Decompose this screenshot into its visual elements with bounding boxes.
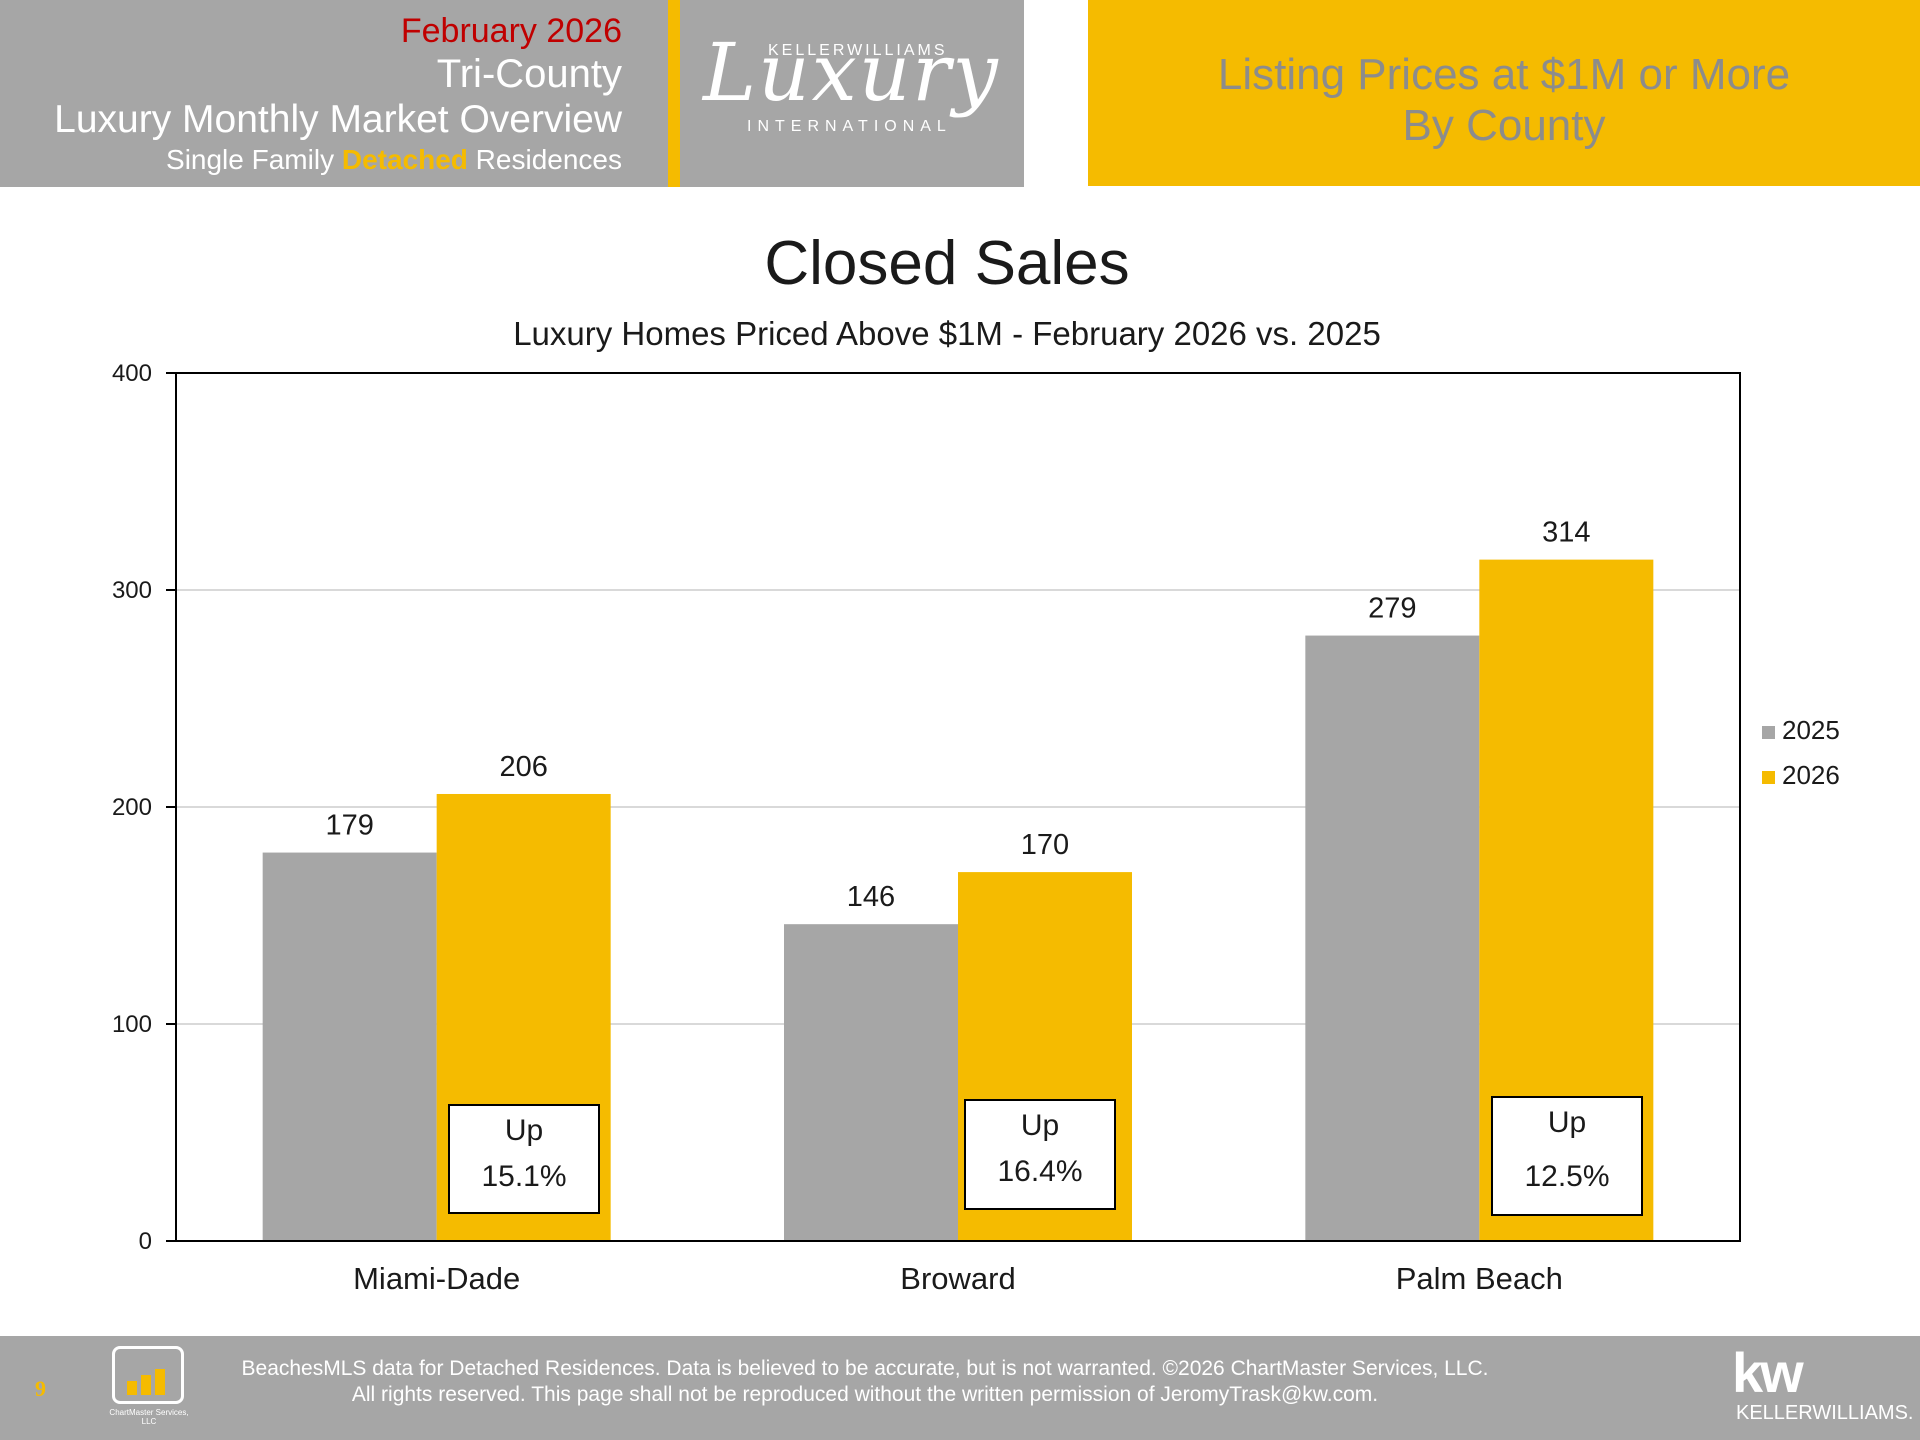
chartmaster-logo-icon <box>112 1346 184 1404</box>
section-title-line-2: By County <box>1402 101 1606 150</box>
change-direction: Up <box>1020 1109 1060 1142</box>
y-tick-label: 200 <box>112 794 152 821</box>
data-label: 170 <box>1021 829 1069 861</box>
footer-disclaimer-line-2: All rights reserved. This page shall not… <box>351 1383 1379 1406</box>
y-tick-label: 400 <box>112 360 152 387</box>
brand-bottom-text: INTERNATIONAL <box>747 118 952 135</box>
brand-top-text: KELLERWILLIAMS <box>768 42 948 59</box>
data-label: 279 <box>1368 593 1416 625</box>
change-percent: 15.1% <box>481 1160 567 1193</box>
footer-bar <box>0 1336 1920 1440</box>
change-direction: Up <box>504 1114 544 1147</box>
x-tick-label: Miami-Dade <box>353 1261 520 1296</box>
header-divider-stripe <box>668 0 680 187</box>
chartmaster-logo-text: ChartMaster Services, LLC <box>109 1408 189 1426</box>
plot-frame <box>175 372 1741 1242</box>
change-direction: Up <box>1547 1106 1587 1139</box>
data-label: 314 <box>1542 517 1590 549</box>
section-title-line-1: Listing Prices at $1M or More <box>1217 50 1791 99</box>
chart-subtitle: Luxury Homes Priced Above $1M - February… <box>513 315 1381 352</box>
logo-bar <box>155 1369 165 1395</box>
header-left-panel <box>0 0 668 187</box>
legend-item-2026: 2026 <box>1762 760 1840 791</box>
chart-title: Closed Sales <box>764 229 1130 298</box>
report-subtitle: Single Family Detached Residences <box>166 144 622 176</box>
legend-swatch-2025 <box>1762 726 1775 739</box>
report-name: Luxury Monthly Market Overview <box>54 98 622 141</box>
kw-logo-icon: kw <box>1732 1341 1804 1404</box>
bar-2025-broward <box>784 924 958 1241</box>
x-tick-label: Broward <box>900 1261 1015 1296</box>
logo-bar <box>141 1375 151 1395</box>
subtitle-highlight: Detached <box>341 144 468 175</box>
change-percent: 12.5% <box>1524 1160 1610 1193</box>
change-box-broward: Up 16.4% <box>964 1099 1116 1210</box>
y-tick-label: 0 <box>139 1228 152 1255</box>
data-label: 206 <box>499 751 547 783</box>
y-tick-label: 300 <box>112 577 152 604</box>
x-tick-label: Palm Beach <box>1396 1261 1563 1296</box>
legend-label-2026: 2026 <box>1782 760 1840 790</box>
change-box-palm-beach: Up 12.5% <box>1491 1096 1643 1216</box>
luxury-logo-panel <box>680 0 1024 187</box>
data-label: 179 <box>325 810 373 842</box>
legend-label-2025: 2025 <box>1782 715 1840 745</box>
page-number: 9 <box>35 1376 46 1401</box>
header-right-panel <box>1088 0 1920 186</box>
kw-logo-text: KELLERWILLIAMS. <box>1736 1402 1914 1424</box>
bar-2025-palm-beach <box>1305 635 1480 1241</box>
subtitle-pre: Single Family <box>166 144 342 175</box>
report-region: Tri-County <box>436 52 622 96</box>
report-date: February 2026 <box>400 12 622 50</box>
footer-disclaimer-line-1: BeachesMLS data for Detached Residences.… <box>241 1357 1489 1380</box>
legend-swatch-2026 <box>1762 771 1775 784</box>
y-tick-label: 100 <box>112 1011 152 1038</box>
change-box-miami-dade: Up 15.1% <box>448 1104 600 1214</box>
legend-item-2025: 2025 <box>1762 715 1840 746</box>
data-label: 146 <box>847 881 895 913</box>
change-percent: 16.4% <box>997 1155 1083 1188</box>
logo-bar <box>127 1381 137 1395</box>
brand-script-logo: Luxury <box>703 26 1000 119</box>
subtitle-post: Residences <box>467 144 622 175</box>
bar-2025-miami-dade <box>262 852 437 1241</box>
